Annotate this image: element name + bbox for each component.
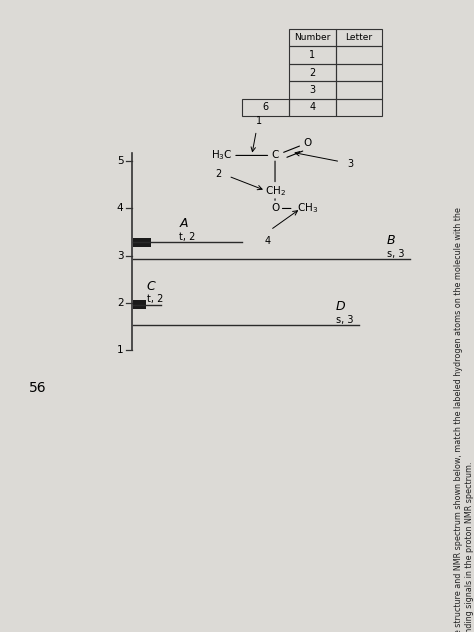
Bar (336, 99, 382, 116)
Text: s, 3: s, 3 (387, 248, 404, 258)
Bar (289, 99, 336, 116)
Bar (289, 64, 336, 82)
Text: 3: 3 (117, 251, 124, 261)
Bar (336, 29, 382, 46)
Bar (242, 99, 289, 116)
Text: 5: 5 (117, 156, 124, 166)
Text: 4: 4 (117, 204, 124, 214)
Text: 2: 2 (215, 169, 221, 179)
Bar (336, 64, 382, 82)
Text: t, 2: t, 2 (180, 232, 196, 242)
Text: 3: 3 (347, 159, 354, 169)
Text: 6: 6 (263, 102, 269, 112)
Text: 4: 4 (309, 102, 315, 112)
Text: Letter: Letter (346, 33, 373, 42)
Text: CH$_3$: CH$_3$ (297, 202, 318, 216)
Text: t, 2: t, 2 (147, 295, 163, 304)
Text: C: C (271, 150, 279, 161)
Bar (133, 238, 151, 247)
Text: O: O (271, 204, 279, 214)
Text: B. For the structure and NMR spectrum shown below, match the labeled hydrogen at: B. For the structure and NMR spectrum sh… (454, 207, 474, 632)
Text: D: D (336, 300, 345, 313)
Bar (133, 300, 146, 309)
Text: A: A (180, 217, 188, 231)
Text: C: C (147, 279, 155, 293)
Text: 4: 4 (265, 236, 271, 246)
Text: O: O (303, 138, 312, 148)
Bar (289, 46, 336, 64)
Text: s, 3: s, 3 (336, 315, 353, 325)
Bar (336, 82, 382, 99)
Text: 56: 56 (28, 380, 46, 394)
Text: CH$_2$: CH$_2$ (264, 184, 285, 198)
Bar (289, 82, 336, 99)
Bar (289, 29, 336, 46)
Text: 1: 1 (255, 116, 262, 126)
Text: 2: 2 (309, 68, 315, 78)
Text: 1: 1 (117, 345, 124, 355)
Text: 2: 2 (117, 298, 124, 308)
Text: H$_3$C: H$_3$C (211, 149, 233, 162)
Text: 3: 3 (309, 85, 315, 95)
Text: B: B (387, 234, 395, 247)
Bar (336, 46, 382, 64)
Text: 1: 1 (309, 50, 315, 60)
Text: Number: Number (294, 33, 330, 42)
